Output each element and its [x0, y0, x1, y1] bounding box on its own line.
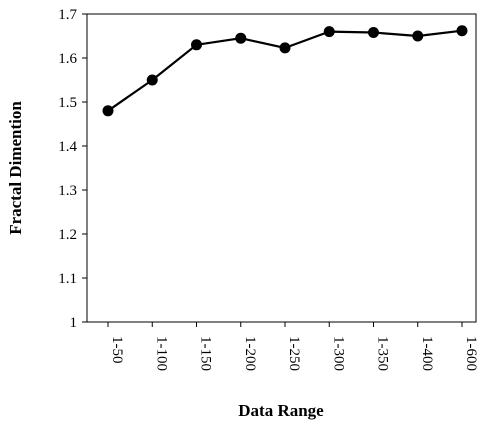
x-axis-title: Data Range	[238, 401, 324, 420]
data-point	[191, 39, 202, 51]
y-tick-label: 1.5	[58, 95, 77, 111]
data-point	[146, 74, 158, 86]
y-tick-label: 1.1	[58, 271, 77, 287]
x-tick-label: 1-600	[463, 336, 479, 371]
plot-area-frame	[86, 13, 477, 323]
y-axis-ticks: 1 1.1 1.2 1.3 1.4 1.5 1.6 1.7	[58, 7, 87, 331]
data-point	[323, 26, 335, 38]
x-tick-label: 1-250	[286, 336, 302, 371]
data-point	[279, 42, 291, 54]
series-points	[102, 25, 468, 117]
data-point	[456, 25, 468, 37]
x-tick-label: 1-50	[109, 336, 125, 364]
x-tick-label: 1-350	[375, 336, 391, 371]
data-point	[412, 30, 424, 42]
x-tick-label: 1-300	[330, 336, 346, 371]
data-point	[102, 105, 114, 117]
y-tick-label: 1.4	[58, 139, 77, 155]
x-tick-label: 1-400	[419, 336, 435, 371]
x-tick-label: 1-200	[242, 336, 258, 371]
x-tick-label: 1-150	[198, 336, 214, 371]
y-tick-label: 1.2	[58, 227, 77, 243]
y-axis-title: Fractal Dimention	[6, 101, 25, 235]
y-tick-label: 1.7	[58, 7, 77, 23]
data-point	[368, 26, 379, 38]
data-point	[235, 32, 247, 44]
y-tick-label: 1.6	[58, 51, 77, 67]
y-tick-label: 1	[70, 315, 78, 331]
x-tick-label: 1-100	[153, 336, 169, 371]
x-axis-ticks: 1-50 1-100 1-150 1-200 1-250 1-300 1-350 1-400 1…	[107, 322, 479, 371]
y-tick-label: 1.3	[58, 183, 77, 199]
